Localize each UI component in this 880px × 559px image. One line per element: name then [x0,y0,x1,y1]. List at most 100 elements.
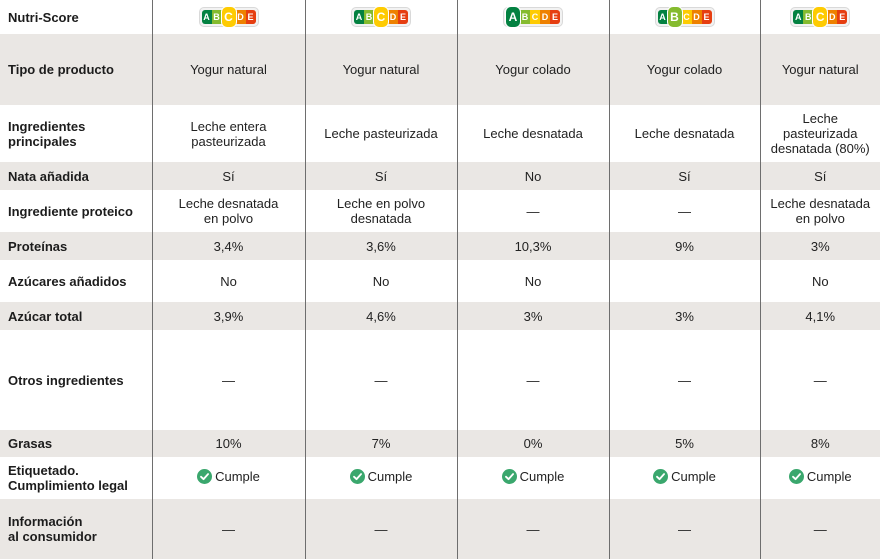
table-cell: No [760,260,880,302]
table-cell: — [152,330,305,430]
check-circle-icon [197,469,212,484]
row-label-line: al consumidor [8,529,152,544]
table-cell: 5% [609,430,760,457]
row-label: Otros ingredientes [0,330,152,430]
table-cell: No [305,260,457,302]
table-cell: Sí [152,162,305,190]
cell-line: en polvo [153,211,305,226]
nutri-score-letter-c: C [682,10,692,24]
nutri-score-letter-c: C [812,6,828,28]
table-cell: Leche desnatada en polvo [152,190,305,232]
table-cell: Leche pasteurizada [305,105,457,162]
nutri-score-letter-e: E [837,10,847,24]
table-cell: 10% [152,430,305,457]
nutri-score-letter-b: B [520,10,530,24]
nutri-score-letter-e: E [550,10,560,24]
table-cell: 8% [760,430,880,457]
row-label: Ingredientes principales [0,105,152,162]
table-cell: Cumple [152,457,305,499]
nutri-score-letter-a: A [202,10,212,24]
table-cell: 3,9% [152,302,305,330]
row-label-line: Ingredientes [8,119,152,134]
nutri-score-letter-c: C [530,10,540,24]
compliance-text: Cumple [807,469,852,484]
row-label-line: Cumplimiento legal [8,478,152,493]
table-cell: — [609,190,760,232]
compliance-text: Cumple [671,469,716,484]
table-cell: Yogur natural [305,34,457,105]
nutri-score-letter-e: E [246,10,256,24]
row-label: Información al consumidor [0,499,152,559]
table-cell: Sí [760,162,880,190]
row-label: Azúcar total [0,302,152,330]
check-circle-icon [789,469,804,484]
check-circle-icon [350,469,365,484]
table-cell: — [457,330,609,430]
cell-line: en polvo [761,211,880,226]
row-label: Ingrediente proteico [0,190,152,232]
table-cell: 10,3% [457,232,609,260]
cell-line: Leche desnatada [761,196,880,211]
row-label: Tipo de producto [0,34,152,105]
cell-line: Leche desnatada [458,126,609,141]
nutri-score-letter-d: D [540,10,550,24]
table-cell: — [760,330,880,430]
cell-line: pasteurizada [761,126,880,141]
table-cell: Leche en polvo desnatada [305,190,457,232]
row-ingredientes: Ingredientes principales Leche entera pa… [0,105,880,162]
cell-line: — [458,204,609,219]
table-cell: 9% [609,232,760,260]
table-cell: 3% [760,232,880,260]
check-circle-icon [653,469,668,484]
row-proteico: Ingrediente proteico Leche desnatada en … [0,190,880,232]
row-tipo-producto: Tipo de producto Yogur natural Yogur nat… [0,34,880,105]
table-cell: 4,1% [760,302,880,330]
table-cell: Yogur natural [760,34,880,105]
cell-line: desnatada (80%) [761,141,880,156]
row-label: Nutri-Score [0,0,152,34]
cell-line: Leche pasteurizada [306,126,457,141]
row-label: Grasas [0,430,152,457]
compliance-status: Cumple [350,469,413,484]
row-azucar-total: Azúcar total 3,9% 4,6% 3% 3% 4,1% [0,302,880,330]
table-cell: Cumple [305,457,457,499]
nutri-score-letter-a: A [793,10,803,24]
cell-line: Leche en polvo [306,196,457,211]
nutri-score-letter-d: D [388,10,398,24]
table-cell: — [457,499,609,559]
nutri-score-letter-e: E [398,10,408,24]
row-azucares-anadidos: Azúcares añadidos No No No No [0,260,880,302]
table-cell: — [305,499,457,559]
table-cell: Yogur colado [457,34,609,105]
compliance-status: Cumple [502,469,565,484]
table-cell: Sí [609,162,760,190]
table-cell: 3,4% [152,232,305,260]
table-cell: 3% [609,302,760,330]
row-label-line: Información [8,514,152,529]
table-cell: Leche desnatada [457,105,609,162]
compliance-status: Cumple [653,469,716,484]
nutri-score-letter-c: C [221,6,237,28]
table-cell: — [152,499,305,559]
cell-line: — [610,204,760,219]
table-cell: 4,6% [305,302,457,330]
row-etiquetado: Etiquetado. Cumplimiento legal Cumple Cu… [0,457,880,499]
compliance-text: Cumple [215,469,260,484]
cell-line: Leche desnatada [153,196,305,211]
row-label: Nata añadida [0,162,152,190]
row-label-line: Etiquetado. [8,463,152,478]
row-grasas: Grasas 10% 7% 0% 5% 8% [0,430,880,457]
cell-line: Leche [761,111,880,126]
nutri-score-letter-d: D [692,10,702,24]
compliance-text: Cumple [520,469,565,484]
table-cell: — [305,330,457,430]
cell-line: Leche entera [153,119,305,134]
